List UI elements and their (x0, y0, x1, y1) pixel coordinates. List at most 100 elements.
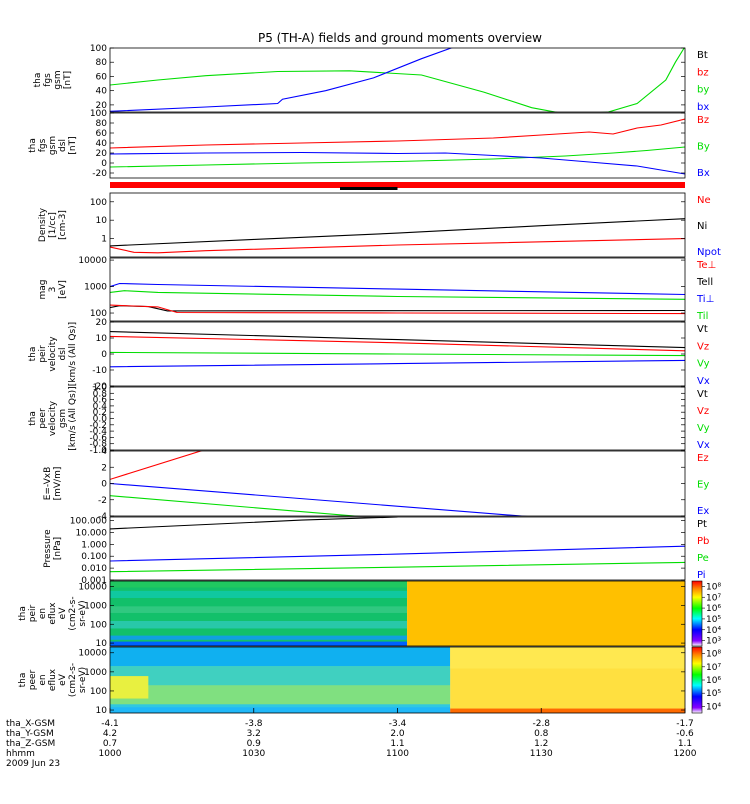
y-tick-label: 60 (96, 72, 108, 82)
y-axis-label: mag 3 [eV] (38, 280, 68, 300)
y-axis-label-line: gsm (53, 70, 63, 89)
heatmap-cell (110, 666, 451, 686)
series-by-line (110, 48, 685, 112)
legend-entry: Vy (697, 423, 710, 434)
legend-entry: Bz (697, 115, 709, 126)
series-te-line (110, 304, 685, 315)
y-tick-label: 20 (96, 149, 108, 159)
y-tick-label: 0.001 (81, 576, 107, 586)
y-axis-label: tha peer en eflux eV (cm2-s-sr-eV) (18, 663, 88, 697)
y-axis-label: Pressure [nPa] (43, 529, 63, 568)
y-tick-label: 100 (90, 109, 107, 119)
y-tick-label: 1000 (84, 668, 107, 678)
y-axis-label: tha peer velocity gsm [km/s (All Qs)] (28, 386, 78, 450)
y-tick-label: 100 (90, 687, 107, 697)
y-tick-label: -1.0 (89, 446, 107, 456)
y-axis-label-line: mag (38, 280, 48, 300)
y-tick-label: -0.4 (89, 427, 107, 437)
y-tick-label: 10000 (78, 649, 107, 659)
y-axis-label-line: tha (18, 673, 28, 688)
x-tick-label: 3.2 (247, 729, 261, 739)
y-axis-label: tha peir en eflux eV (cm2-s-sr-eV) (18, 596, 88, 630)
x-tick-label: 1100 (386, 749, 409, 759)
y-tick-label: 4 (101, 447, 107, 457)
y-tick-label: 2 (101, 463, 107, 473)
colorbar: 10⁸ 10⁷ 10⁶ 10⁵ 10⁴ (691, 646, 721, 714)
y-tick-label: 100 (90, 44, 107, 54)
y-tick-label: 0 (101, 159, 107, 169)
y-tick-label: 0.0 (93, 415, 108, 425)
y-axis-label-line: velocity (48, 336, 58, 372)
y-axis-label: tha fgs gsm [nT] (33, 70, 73, 89)
colorbar-tick-label: 10⁶ (706, 604, 721, 614)
panel-frame (109, 257, 686, 322)
legend-entry: Ne (697, 195, 711, 206)
y-tick-label: 0.4 (93, 402, 108, 412)
series-bx-line (110, 48, 453, 112)
y-axis-label-line: peer (28, 669, 38, 690)
y-axis-label: tha peir velocity dsl [km/s (All Qs)] (28, 322, 78, 386)
y-tick-label: 10.000 (76, 528, 108, 538)
y-tick-label: 10000 (78, 256, 107, 266)
x-tick-label: 1000 (99, 749, 122, 759)
y-tick-label: -0.2 (89, 421, 107, 431)
legend-entry: Bx (697, 168, 710, 179)
heatmap-cell (450, 647, 685, 669)
panel-efield: 4 2 0 -2 -4 E=-VxB [mV/m] Ez Ey Ex (43, 447, 709, 522)
x-tick-label: 0.9 (247, 739, 262, 749)
y-axis-label-line: [mV/m] (53, 467, 63, 501)
y-tick-label: 20 (96, 101, 108, 111)
y-axis-label-line: sr-eV) (78, 667, 88, 693)
y-tick-label: 100.000 (70, 517, 107, 527)
legend-entry: Ez (697, 453, 709, 464)
x-tick-label: 1130 (530, 749, 553, 759)
y-axis-label: tha fgs gsm dsl [nT] (28, 136, 78, 155)
x-axis-row-label: tha_Y-GSM (6, 729, 54, 739)
panel-frame (109, 580, 686, 647)
x-tick-label: 4.2 (103, 729, 117, 739)
series-bx-line (110, 151, 685, 175)
series-vx-line (110, 359, 685, 368)
legend-entry: Ey (697, 480, 709, 491)
y-tick-label: 1000 (84, 601, 107, 611)
legend-entry: Pi (697, 570, 706, 581)
colorbar-tick-label: 10³ (706, 637, 721, 647)
panel-fgs-gsm: 100 80 60 40 20 tha fgs gsm [nT] Bt bz by bx (33, 44, 709, 113)
legend-entry: Vx (697, 376, 710, 387)
y-axis-label-line: peir (28, 604, 38, 622)
colorbar-tick-label: 10⁸ (706, 582, 721, 592)
colorbar-tick-label: 10⁷ (706, 593, 721, 603)
heatmap (110, 647, 685, 713)
panel-frame (109, 192, 686, 258)
colorbar-gradient (691, 646, 703, 714)
y-tick-label: -10 (92, 366, 107, 376)
panel-peer-velocity: 1.00.80.60.40.20.0-0.2-0.4-0.6-0.8-1.0 th… (28, 383, 710, 456)
y-axis-label-line: dsl (58, 139, 68, 152)
heatmap-cell (110, 676, 149, 699)
panel-frame (109, 47, 686, 113)
series-pe-line (110, 561, 685, 573)
y-axis-label-line: peer (38, 408, 48, 429)
series-ne-line (110, 238, 685, 254)
y-axis-label-line: [1/cc] (48, 212, 58, 238)
legend-entry: bz (697, 67, 709, 78)
heatmap-cell (110, 635, 408, 640)
y-axis-label-line: (cm2-s- (68, 663, 78, 697)
y-tick-label: -4 (98, 512, 107, 522)
y-axis-label-line: 3 (48, 287, 58, 293)
colorbar-tick-label: 10⁶ (706, 676, 721, 686)
series-tell-line (110, 305, 685, 312)
colorbar-tick-label: 10⁴ (706, 626, 721, 636)
y-tick-label: 10 (96, 334, 108, 344)
legend: Bt bz by bx (697, 50, 709, 113)
series-vy-line (110, 351, 685, 357)
status-bar-black (340, 187, 398, 190)
x-tick-label: 1.2 (534, 739, 548, 749)
heatmap-cell (110, 685, 451, 705)
y-axis-label-line: eflux (48, 668, 58, 691)
panel-peir-velocity: 20 10 0 -10 -20 tha peir velocity dsl [km/s (All … (28, 318, 710, 392)
y-axis-label-line: [nT] (63, 71, 73, 89)
y-axis-label-line: eflux (48, 602, 58, 625)
panel-frame (109, 386, 686, 451)
